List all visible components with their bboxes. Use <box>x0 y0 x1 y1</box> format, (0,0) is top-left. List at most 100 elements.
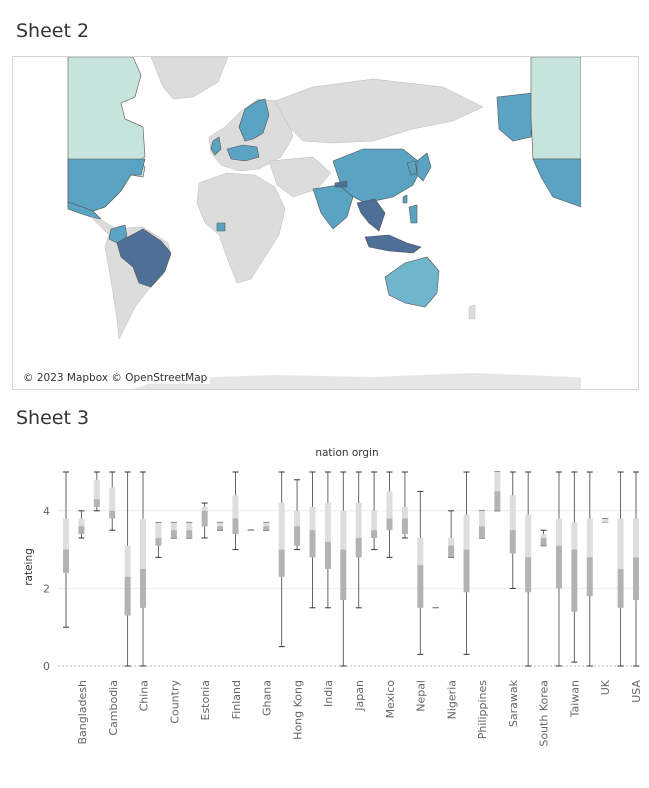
box-15[interactable] <box>294 479 301 551</box>
x-category-label: Finland <box>230 680 243 719</box>
chart-title: nation orgin <box>315 447 378 459</box>
box-5[interactable] <box>140 471 147 667</box>
box-3[interactable] <box>109 471 116 531</box>
lower-box <box>63 549 69 573</box>
box-21[interactable] <box>386 471 393 558</box>
lower-box <box>602 522 609 523</box>
x-category-label: Hong Kong <box>291 680 304 740</box>
box-32[interactable] <box>555 471 562 667</box>
box-17[interactable] <box>324 471 331 609</box>
box-33[interactable] <box>571 471 578 663</box>
box-22[interactable] <box>401 471 408 539</box>
upper-box <box>386 491 393 519</box>
africa-shape <box>196 172 286 284</box>
lower-box <box>278 549 285 577</box>
box-14[interactable] <box>278 471 285 648</box>
india-shape <box>312 184 354 230</box>
box-23[interactable] <box>417 490 424 655</box>
box-20[interactable] <box>371 471 378 551</box>
new-zealand-shape <box>468 304 476 320</box>
lower-box <box>170 530 177 538</box>
brazil-shape <box>116 228 172 288</box>
central-europe-shape <box>226 144 260 162</box>
x-category-label: USA <box>630 680 643 703</box>
map-attribution[interactable]: © 2023 Mapbox © OpenStreetMap <box>20 372 211 384</box>
lower-box <box>555 545 562 589</box>
upper-box <box>478 510 485 527</box>
box-0[interactable] <box>63 471 69 628</box>
lower-box <box>340 549 347 601</box>
box-12[interactable] <box>247 529 254 531</box>
upper-box <box>217 522 224 527</box>
lower-box <box>201 510 208 527</box>
box-31[interactable] <box>540 529 547 547</box>
x-category-label: Country <box>168 680 181 724</box>
upper-box <box>586 518 593 558</box>
upper-box <box>78 518 85 527</box>
box-10[interactable] <box>217 521 224 531</box>
box-11[interactable] <box>232 471 239 551</box>
upper-box <box>509 495 516 531</box>
box-30[interactable] <box>525 471 532 667</box>
uk-shape <box>210 136 222 156</box>
lower-box <box>448 545 455 558</box>
upper-box <box>294 510 301 527</box>
upper-box <box>617 518 624 569</box>
japan-shape <box>416 152 432 182</box>
box-36[interactable] <box>617 471 624 667</box>
upper-box <box>232 495 239 519</box>
sheet3-title: Sheet 3 <box>16 407 90 429</box>
upper-box <box>155 522 162 538</box>
map-canvas <box>67 57 638 389</box>
x-category-label: China <box>138 680 151 711</box>
box-19[interactable] <box>355 471 362 609</box>
lower-box <box>294 526 301 546</box>
box-26[interactable] <box>463 471 470 655</box>
x-category-label: Bangladesh <box>76 680 89 745</box>
box-35[interactable] <box>602 518 609 523</box>
upper-box <box>448 537 455 546</box>
lower-box <box>401 518 408 535</box>
boxplot-chart: nation orgin rateing 0 2 4 Bangladesh Cambo… <box>23 447 643 747</box>
x-category-label: South Korea <box>538 680 551 747</box>
lower-box <box>247 530 254 531</box>
box-4[interactable] <box>124 471 131 667</box>
box-8[interactable] <box>186 521 193 539</box>
box-1[interactable] <box>78 510 85 539</box>
lower-box <box>417 565 424 608</box>
box-2[interactable] <box>93 471 100 512</box>
lower-box <box>432 607 439 609</box>
sheet2-title: Sheet 2 <box>16 20 90 42</box>
canada-east-shape <box>530 57 582 160</box>
x-category-label: UK <box>599 679 612 695</box>
box-29[interactable] <box>509 471 516 589</box>
box-37[interactable] <box>633 471 639 667</box>
box-16[interactable] <box>309 471 316 609</box>
upper-box <box>278 503 285 550</box>
world-map[interactable]: © 2023 Mapbox © OpenStreetMap <box>12 56 639 390</box>
box-25[interactable] <box>448 510 455 558</box>
box-24[interactable] <box>432 607 439 609</box>
box-34[interactable] <box>586 471 593 667</box>
upper-box <box>324 503 331 542</box>
antarctica-shape <box>133 373 638 389</box>
lower-box <box>309 530 316 558</box>
box-6[interactable] <box>155 521 162 558</box>
box-28[interactable] <box>494 471 501 512</box>
box-18[interactable] <box>340 471 347 667</box>
lower-box <box>186 530 193 538</box>
y-tick-label: 2 <box>43 582 50 595</box>
lower-box <box>509 530 516 554</box>
upper-box <box>309 506 316 531</box>
australia-shape <box>384 256 440 308</box>
box-13[interactable] <box>263 521 270 531</box>
x-category-label: Philippines <box>476 680 489 740</box>
box-7[interactable] <box>170 521 177 539</box>
upper-box <box>124 545 131 577</box>
y-tick-label: 0 <box>43 660 50 673</box>
x-category-label: Nepal <box>415 680 428 712</box>
box-9[interactable] <box>201 502 208 539</box>
upper-box <box>417 537 424 566</box>
lower-box <box>463 549 470 593</box>
box-27[interactable] <box>478 510 485 539</box>
